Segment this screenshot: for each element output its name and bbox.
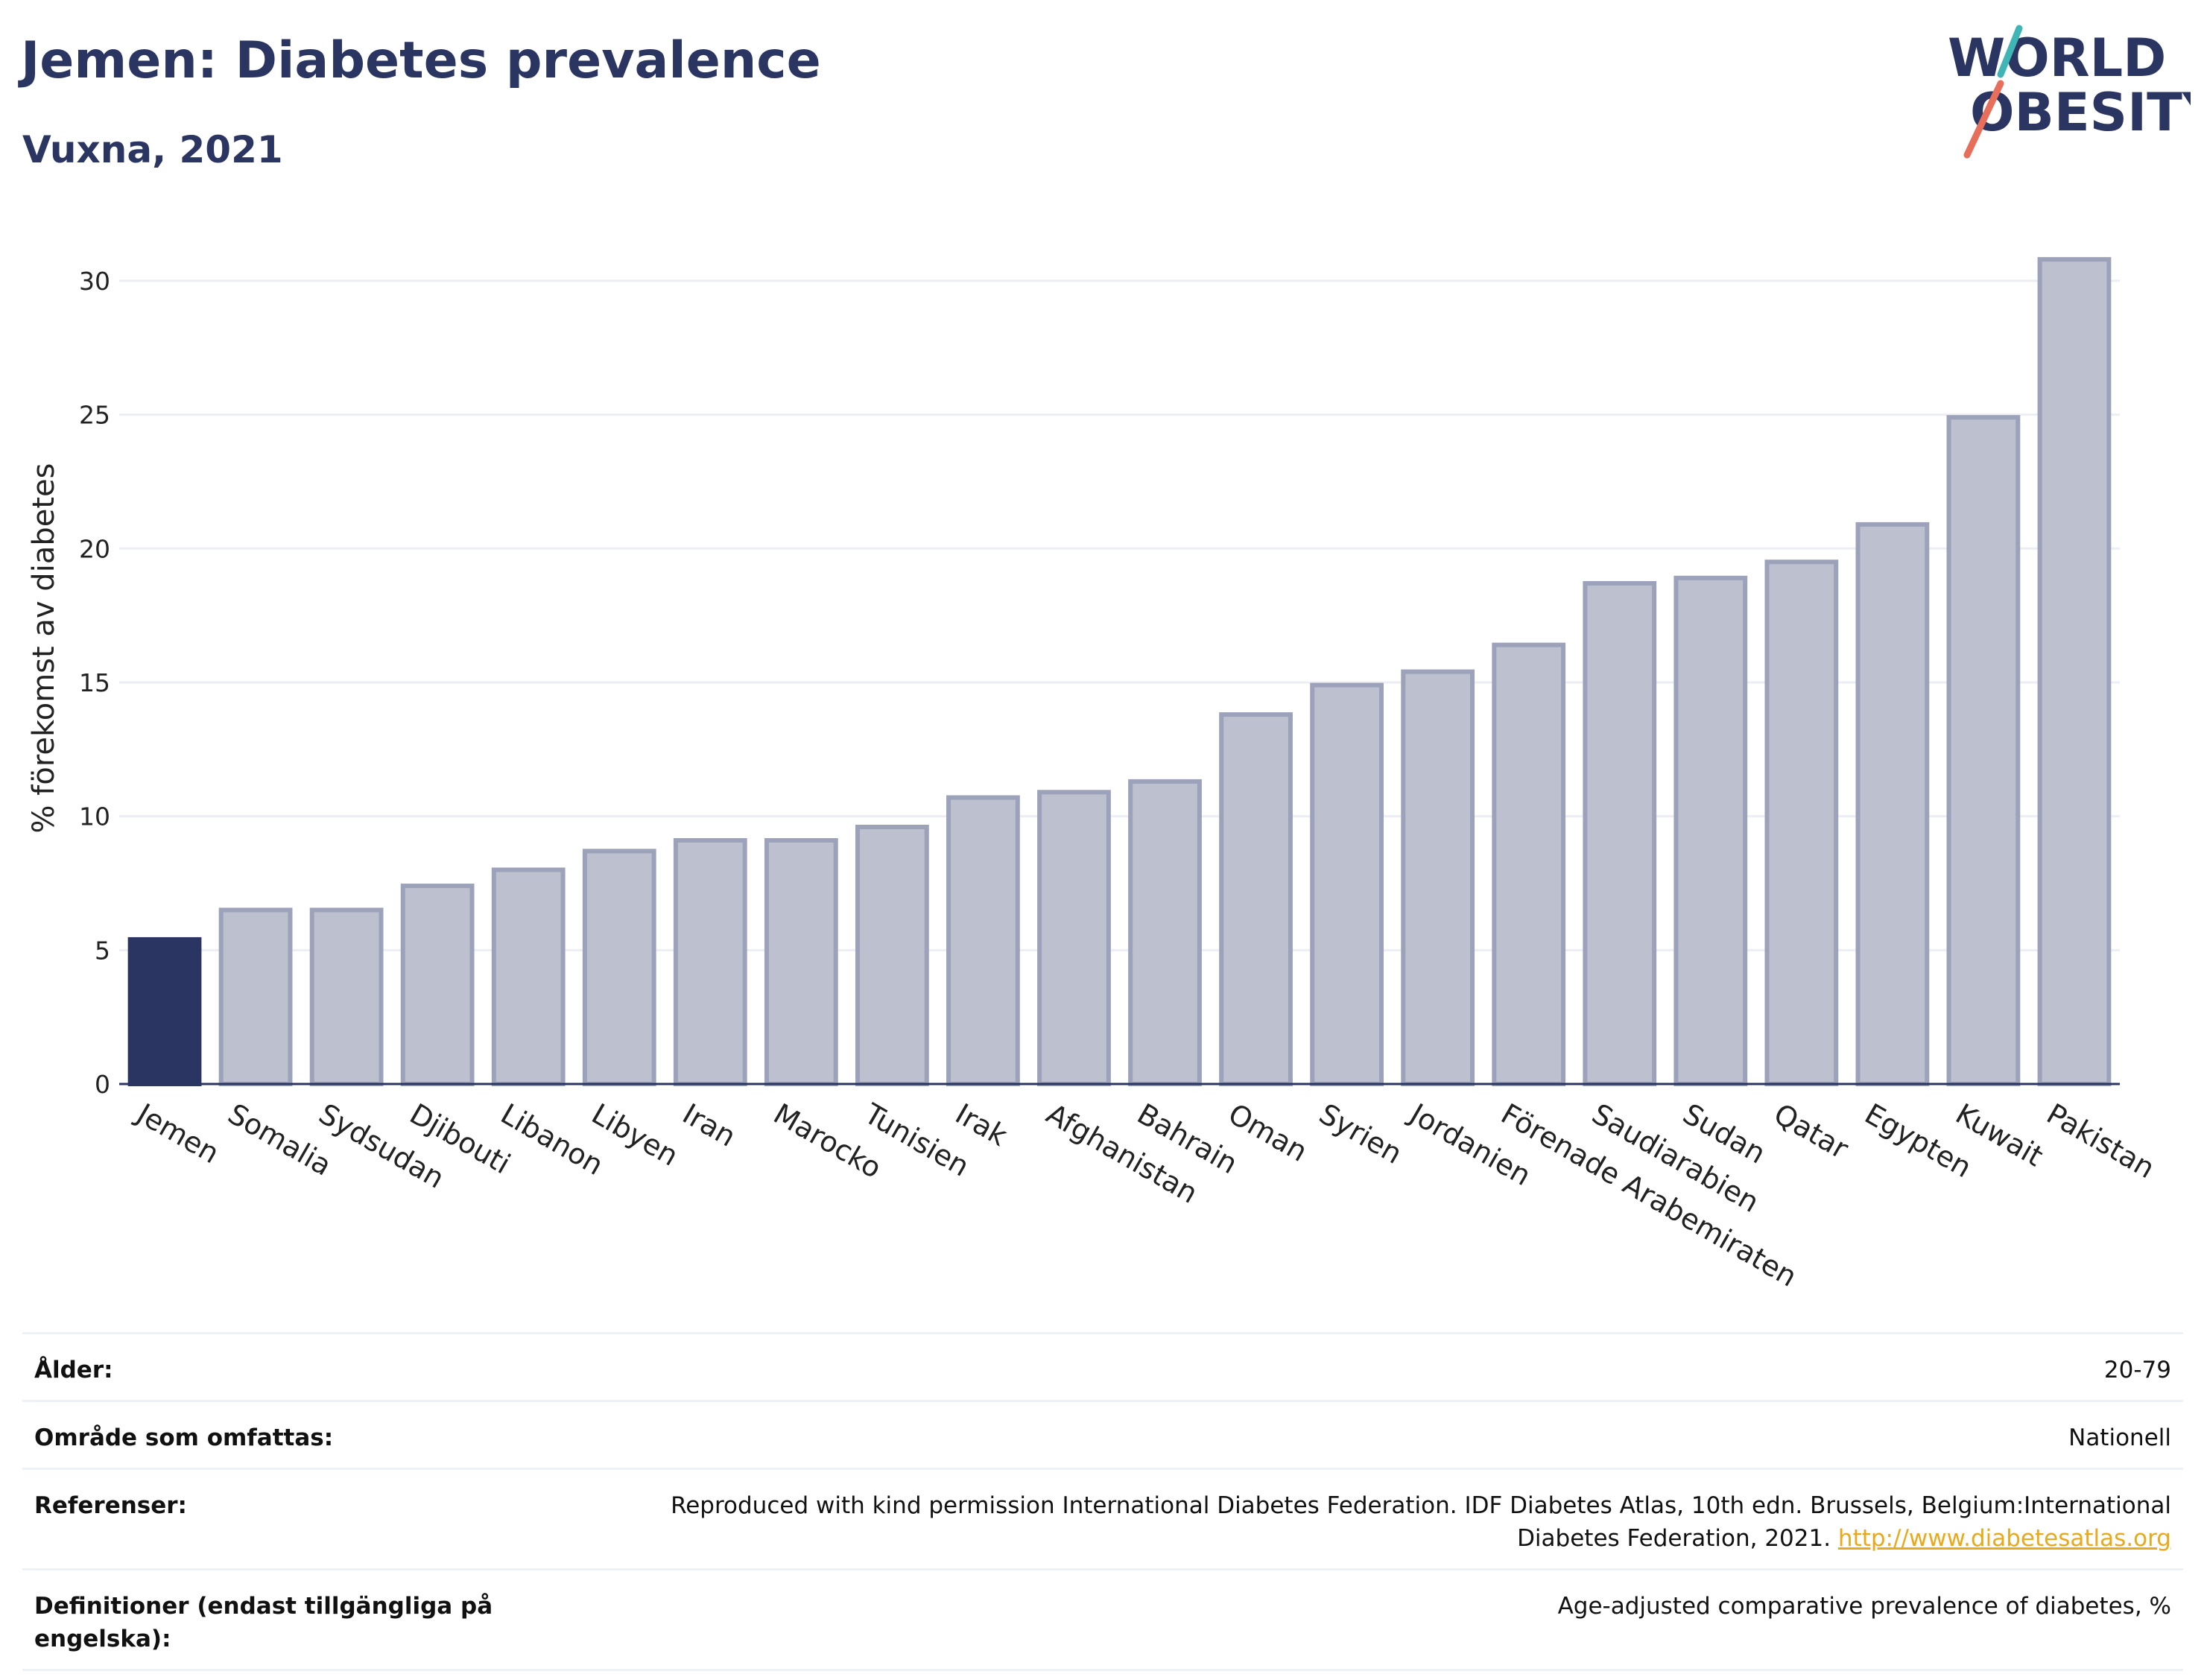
logo-text-obesity: OBESITY [1970,82,2191,143]
bar-somalia[interactable] [218,907,293,1086]
meta-key-age: Ålder: [34,1357,113,1383]
chart-title: Jemen: Diabetes prevalence [21,31,821,90]
y-tick-label: 25 [79,401,110,430]
x-tick-label: Qatar [1768,1097,1854,1166]
meta-key-coverage: Område som omfattas: [34,1424,334,1451]
bar-bahrain[interactable] [1128,779,1202,1086]
bar-djibouti[interactable] [400,884,475,1086]
bar-afghanistan[interactable] [1037,790,1111,1086]
world-obesity-logo: WORLD OBESITY [1948,25,2191,159]
reference-text: Reproduced with kind permission Internat… [671,1492,2171,1552]
reference-link[interactable]: http://www.diabetesatlas.org [1837,1525,2171,1552]
meta-key-references: Referenser: [34,1492,187,1519]
logo-slash-teal [1997,25,2023,78]
bar-irak[interactable] [946,795,1020,1086]
bar-tunisien[interactable] [855,825,929,1086]
chart-subtitle: Vuxna, 2021 [22,128,283,171]
y-tick-label: 15 [79,668,110,697]
bar-jemen[interactable] [127,936,202,1086]
y-axis-label: % förekomst av diabetes [27,463,61,834]
x-tick-label: Libanon [495,1097,609,1182]
y-tick-label: 0 [95,1070,110,1099]
meta-value-definitions: Age-adjusted comparative prevalence of d… [1557,1593,2171,1620]
logo-text-world: WORLD [1948,28,2166,89]
meta-value-references: Reproduced with kind permission Internat… [607,1489,2171,1555]
bar-jordanien[interactable] [1401,669,1475,1086]
bar-förenade-arabemiraten[interactable] [1492,642,1566,1086]
bar-sudan[interactable] [1673,575,1748,1086]
bar-iran[interactable] [673,837,747,1086]
meta-row-references: Referenser: Reproduced with kind permiss… [22,1470,2183,1570]
x-tick-label: Jemen [130,1097,225,1170]
bar-pakistan[interactable] [2037,257,2112,1086]
x-tick-label: Pakistan [2041,1097,2160,1185]
x-axis-ticks: JemenSomaliaSydsudanDjiboutiLibanonLibye… [130,1097,2160,1293]
bar-marocko[interactable] [764,837,838,1086]
meta-key-definitions: Definitioner (endast tillgängliga på eng… [34,1593,493,1652]
bar-egypten[interactable] [1855,522,1930,1086]
bar-chart: 0 5 10 15 20 25 30 JemenSomaliaSydsudanDjibout… [27,257,2160,1293]
y-tick-label: 10 [79,802,110,831]
x-tick-label: Somalia [223,1097,338,1182]
bar-libanon[interactable] [491,867,566,1086]
logo-slash-coral [1963,80,2004,159]
bars [127,257,2112,1086]
meta-value-coverage: Nationell [2068,1424,2171,1451]
bar-syrien[interactable] [1310,682,1384,1086]
metadata-table: Ålder: 20-79 Område som omfattas: Nation… [22,1332,2183,1671]
bar-qatar[interactable] [1764,560,1839,1086]
meta-row-coverage: Område som omfattas: Nationell [22,1402,2183,1470]
bar-oman[interactable] [1219,712,1293,1086]
bar-libyen[interactable] [582,849,656,1086]
meta-row-age: Ålder: 20-79 [22,1334,2183,1402]
meta-value-age: 20-79 [2103,1357,2171,1383]
y-tick-label: 20 [79,534,110,563]
bar-kuwait[interactable] [1946,415,2021,1086]
y-tick-label: 5 [95,936,110,965]
bar-saudiarabien[interactable] [1583,580,1657,1086]
bar-sydsudan[interactable] [309,907,384,1086]
y-tick-label: 30 [79,267,110,296]
x-tick-label: Syrien [1314,1097,1407,1170]
y-axis-ticks: 0 5 10 15 20 25 30 [79,267,110,1099]
meta-row-definitions: Definitioner (endast tillgängliga på eng… [22,1570,2183,1671]
x-tick-label: Irak [950,1097,1013,1153]
x-tick-label: Iran [677,1097,741,1153]
